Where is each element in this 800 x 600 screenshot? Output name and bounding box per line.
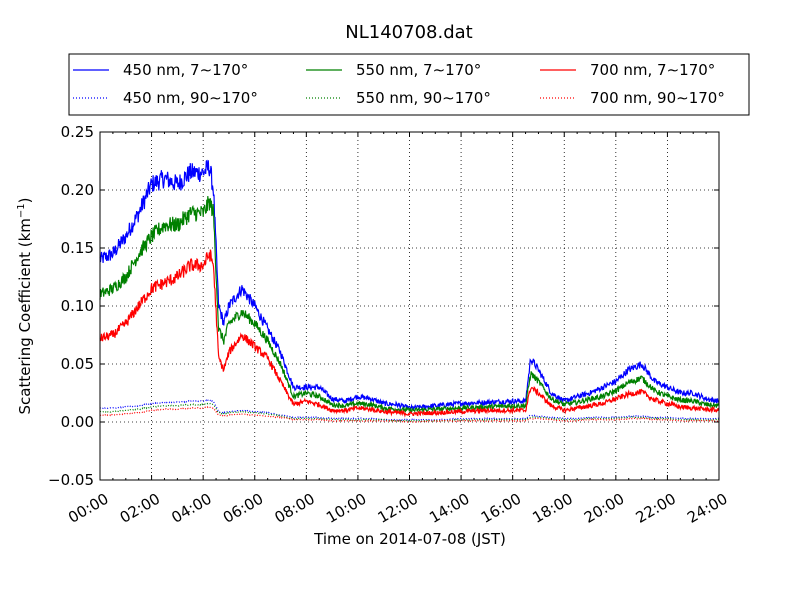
series-line (99, 398, 720, 422)
y-tick-label: 0.20 (61, 181, 94, 199)
ticks (99, 131, 720, 481)
legend-box (68, 53, 750, 116)
y-axis-label-sup: −1 (16, 203, 27, 218)
y-tick-label: 0.25 (61, 123, 94, 141)
legend-label: 550 nm, 90∼170° (356, 89, 491, 107)
legend-label: 700 nm, 90∼170° (590, 89, 725, 107)
series-line (99, 196, 720, 414)
y-axis-label: Scattering Coefficient (km−1) (16, 197, 34, 414)
series-line (99, 249, 720, 418)
legend-label: 450 nm, 7∼170° (123, 61, 248, 79)
y-tick-label: 0.00 (61, 413, 94, 431)
y-tick-labels: −0.05 0.00 0.05 0.10 0.15 0.20 0.25 (48, 123, 94, 489)
y-axis-label-tail: ) (16, 197, 34, 203)
legend-label: 550 nm, 7∼170° (356, 61, 481, 79)
series-line (99, 159, 720, 411)
y-tick-label: 0.15 (61, 239, 94, 257)
chart-title: NL140708.dat (345, 22, 472, 43)
y-tick-label: 0.05 (61, 355, 94, 373)
y-tick-label: 0.10 (61, 297, 94, 315)
x-axis-label: Time on 2014-07-08 (JST) (313, 530, 506, 548)
y-tick-label: −0.05 (48, 471, 94, 489)
legend-label: 700 nm, 7∼170° (590, 61, 715, 79)
y-axis-label-main: Scattering Coefficient (km (16, 218, 34, 414)
legend-label: 450 nm, 90∼170° (123, 89, 258, 107)
series-layer (99, 159, 720, 423)
legend: 450 nm, 7∼170° 550 nm, 7∼170° 700 nm, 7∼17… (68, 53, 750, 116)
